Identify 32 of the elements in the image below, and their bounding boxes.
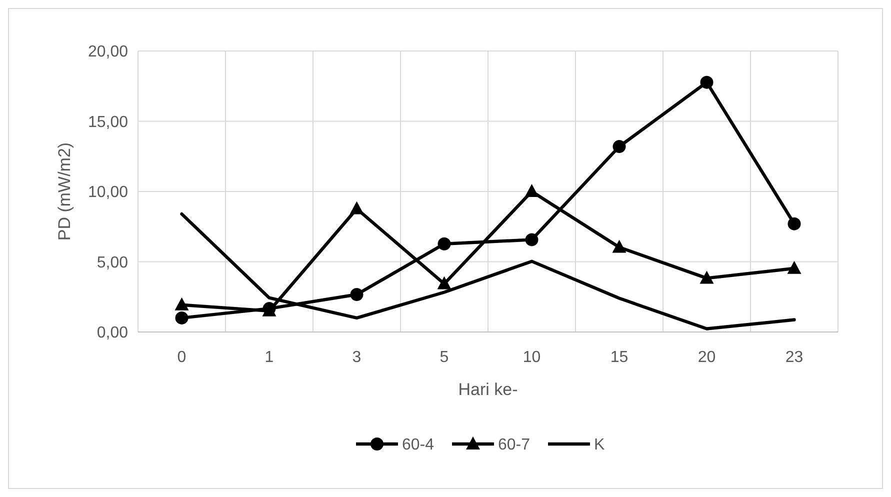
x-tick-label: 20 [698,349,716,366]
point [700,76,714,89]
point [350,288,364,301]
point [524,184,539,197]
x-tick-label: 15 [610,349,628,366]
point [175,311,188,324]
x-tick-label: 0 [177,349,186,366]
y-tick-label: 10,00 [88,184,128,202]
point [700,270,714,284]
point [174,297,189,310]
y-tick-label: 5,00 [96,254,128,272]
point [787,260,802,274]
point [438,237,451,250]
x-tick-label: 10 [522,349,541,366]
point [612,240,626,253]
y-tick-label: 20,00 [88,44,128,61]
y-tick-label: 0,00 [96,324,128,342]
legend-label: 60-4 [402,436,434,454]
y-axis-title: PD (mW/m2) [55,142,74,241]
x-tick-label: 23 [785,349,804,366]
point [350,201,364,214]
point [437,276,452,290]
x-tick-label: 5 [440,349,449,366]
point [612,140,626,154]
x-axis-title: Hari ke- [458,380,518,399]
legend-label: K [594,436,605,454]
y-tick-label: 15,00 [88,114,128,131]
point [788,217,801,230]
point [525,233,538,246]
x-tick-label: 3 [352,349,362,366]
legend-label: 60-7 [498,436,530,454]
x-tick-label: 1 [264,349,274,366]
